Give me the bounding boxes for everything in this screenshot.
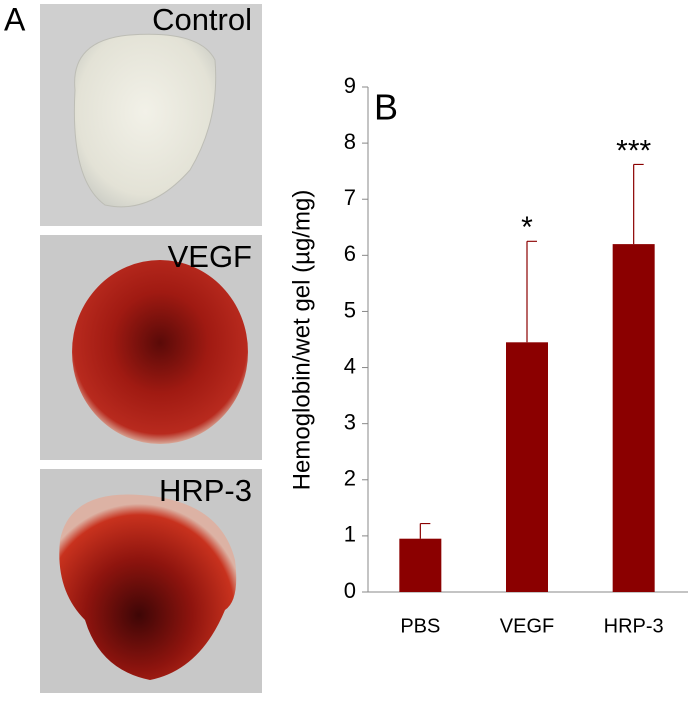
bar	[399, 538, 442, 592]
error-bar	[633, 163, 644, 245]
y-tick-label: 8	[344, 129, 356, 154]
y-tick-label: 1	[344, 522, 356, 547]
y-tick-label: 9	[344, 73, 356, 98]
photo-label: Control	[152, 2, 252, 37]
y-axis-label: Hemoglobin/wet gel (µg/mg)	[288, 190, 315, 491]
panel-label: B	[374, 87, 398, 128]
y-tick-label: 2	[344, 466, 356, 491]
photo-panels: A Control VEGF HRP-3	[4, 1, 262, 693]
x-tick-label: HRP-3	[604, 615, 664, 637]
panel-label: A	[4, 1, 26, 37]
photo-label: HRP-3	[159, 473, 252, 508]
significance-label: ***	[616, 134, 651, 167]
y-tick-label: 6	[344, 241, 356, 266]
y-tick-label: 0	[344, 578, 356, 603]
bar	[506, 342, 548, 592]
error-bar	[526, 240, 537, 343]
gel-vegf	[72, 260, 248, 444]
y-tick-label: 4	[344, 353, 356, 378]
gel-control	[73, 33, 217, 208]
x-tick-label: PBS	[400, 615, 440, 637]
y-tick-label: 7	[344, 185, 356, 210]
x-tick-label: VEGF	[500, 615, 554, 637]
error-bar	[419, 522, 431, 539]
photo-label: VEGF	[168, 239, 252, 274]
bar	[612, 244, 655, 592]
y-tick-label: 5	[344, 297, 356, 322]
significance-label: *	[521, 211, 533, 244]
y-tick-label: 3	[344, 409, 356, 434]
gel-hrp3	[59, 494, 237, 680]
